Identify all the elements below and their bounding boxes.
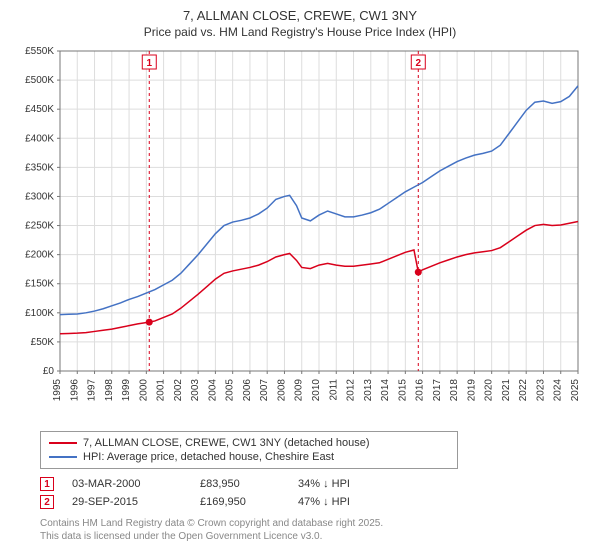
svg-text:2: 2 [416, 58, 422, 69]
svg-text:1995: 1995 [52, 379, 63, 402]
chart-subtitle: Price paid vs. HM Land Registry's House … [12, 25, 588, 39]
svg-text:2011: 2011 [328, 379, 339, 401]
svg-text:£250K: £250K [25, 221, 54, 232]
transaction-pct: 34% ↓ HPI [298, 478, 398, 490]
svg-text:2009: 2009 [294, 379, 305, 402]
transaction-price: £169,950 [200, 496, 280, 508]
transaction-pct: 47% ↓ HPI [298, 496, 398, 508]
svg-text:£300K: £300K [25, 191, 54, 202]
svg-text:2002: 2002 [173, 379, 184, 402]
transaction-row: 1 03-MAR-2000 £83,950 34% ↓ HPI [40, 475, 588, 493]
svg-text:£400K: £400K [25, 133, 54, 144]
svg-text:1996: 1996 [69, 379, 80, 402]
svg-text:2010: 2010 [311, 379, 322, 402]
svg-text:2008: 2008 [276, 379, 287, 402]
transaction-date: 29-SEP-2015 [72, 496, 182, 508]
svg-text:2021: 2021 [501, 379, 512, 402]
transactions-table: 1 03-MAR-2000 £83,950 34% ↓ HPI 2 29-SEP-2015… [40, 475, 588, 511]
transaction-price: £83,950 [200, 478, 280, 490]
svg-text:£550K: £550K [25, 46, 54, 57]
svg-text:1997: 1997 [87, 379, 98, 402]
legend-item: 7, ALLMAN CLOSE, CREWE, CW1 3NY (detache… [49, 436, 449, 450]
chart-svg: £0 £50K £100K £150K £200K £250K £300K £350K £400… [12, 45, 588, 425]
svg-text:£500K: £500K [25, 75, 54, 86]
chart-title: 7, ALLMAN CLOSE, CREWE, CW1 3NY [12, 8, 588, 23]
transaction-marker: 1 [40, 477, 54, 491]
svg-text:2003: 2003 [190, 379, 201, 402]
legend-label: HPI: Average price, detached house, Ches… [83, 451, 334, 463]
svg-text:2007: 2007 [259, 379, 270, 402]
svg-text:£0: £0 [43, 366, 55, 377]
svg-text:1999: 1999 [121, 379, 132, 402]
svg-text:2013: 2013 [363, 379, 374, 402]
footer-line2: This data is licensed under the Open Gov… [40, 530, 588, 543]
svg-text:2016: 2016 [415, 379, 426, 402]
svg-text:£150K: £150K [25, 279, 54, 290]
transaction-row: 2 29-SEP-2015 £169,950 47% ↓ HPI [40, 493, 588, 511]
svg-text:£450K: £450K [25, 104, 54, 115]
transaction-marker: 2 [40, 495, 54, 509]
footer-line1: Contains HM Land Registry data © Crown c… [40, 517, 588, 530]
svg-text:2000: 2000 [138, 379, 149, 402]
svg-text:2014: 2014 [380, 379, 391, 402]
svg-text:2024: 2024 [553, 379, 564, 402]
legend: 7, ALLMAN CLOSE, CREWE, CW1 3NY (detache… [40, 431, 458, 469]
svg-text:2006: 2006 [242, 379, 253, 402]
svg-text:2022: 2022 [518, 379, 529, 402]
legend-label: 7, ALLMAN CLOSE, CREWE, CW1 3NY (detache… [83, 437, 370, 449]
svg-text:2020: 2020 [484, 379, 495, 402]
legend-item: HPI: Average price, detached house, Ches… [49, 450, 449, 464]
transaction-date: 03-MAR-2000 [72, 478, 182, 490]
svg-text:2025: 2025 [570, 379, 581, 402]
svg-text:2017: 2017 [432, 379, 443, 402]
svg-text:£350K: £350K [25, 162, 54, 173]
svg-text:1: 1 [146, 58, 152, 69]
chart-container: 7, ALLMAN CLOSE, CREWE, CW1 3NY Price pa… [0, 0, 600, 549]
svg-text:1998: 1998 [104, 379, 115, 402]
svg-text:2015: 2015 [397, 379, 408, 402]
svg-text:2023: 2023 [535, 379, 546, 402]
svg-text:2001: 2001 [156, 379, 167, 402]
svg-text:2018: 2018 [449, 379, 460, 402]
svg-text:2019: 2019 [466, 379, 477, 402]
svg-text:£100K: £100K [25, 308, 54, 319]
plot-area: £0 £50K £100K £150K £200K £250K £300K £350K £400… [12, 45, 588, 425]
footer: Contains HM Land Registry data © Crown c… [40, 517, 588, 543]
legend-swatch [49, 442, 77, 444]
svg-text:2005: 2005 [225, 379, 236, 402]
svg-text:£200K: £200K [25, 250, 54, 261]
legend-swatch [49, 456, 77, 458]
svg-text:2012: 2012 [346, 379, 357, 402]
svg-text:£50K: £50K [31, 337, 55, 348]
svg-text:2004: 2004 [207, 379, 218, 402]
